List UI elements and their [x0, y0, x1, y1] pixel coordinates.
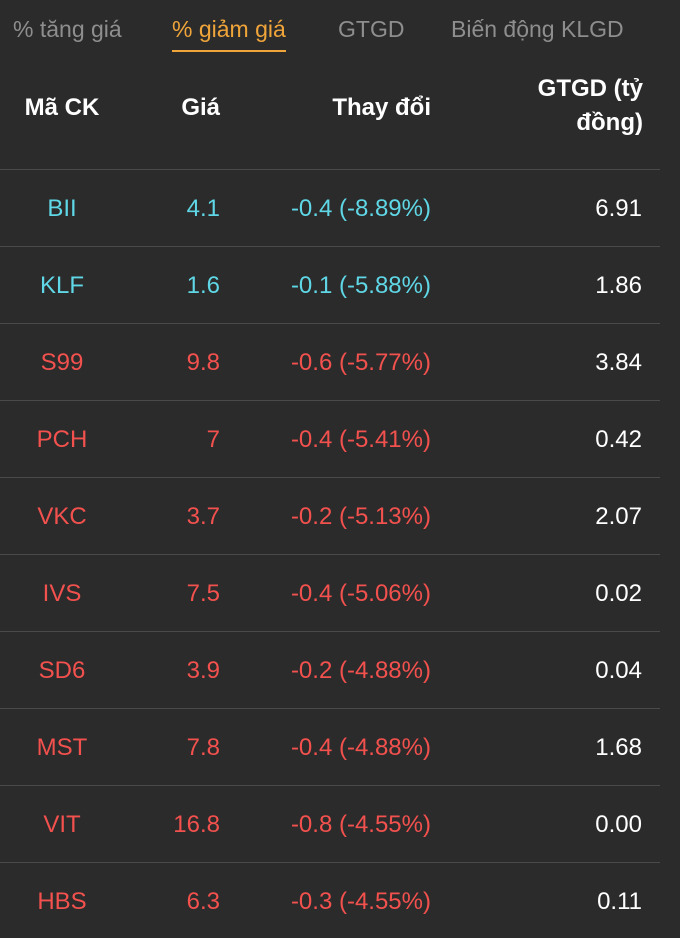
stock-change: -0.2 (-5.13%)	[290, 503, 431, 530]
tab-top-losers[interactable]: % giảm giá	[172, 0, 286, 56]
stock-change: -0.6 (-5.77%)	[290, 349, 431, 376]
stock-trading-value: 0.04	[595, 657, 642, 684]
stock-price: 16.8	[173, 811, 220, 838]
table-row[interactable]: BII 4.1 -0.4 (-8.89%) 6.91	[0, 170, 660, 247]
tab-bar: % tăng giá % giảm giá GTGD Biến động KLG…	[0, 0, 680, 56]
header-symbol: Mã CK	[24, 94, 100, 121]
stock-price: 3.9	[186, 657, 220, 684]
table-header: Mã CK Giá Thay đổi GTGD (tỷ đồng)	[0, 56, 660, 170]
stock-symbol: HBS	[37, 888, 87, 915]
header-price: Giá	[181, 94, 220, 121]
table-row[interactable]: VIT 16.8 -0.8 (-4.55%) 0.00	[0, 786, 660, 863]
stock-trading-value: 6.91	[595, 195, 642, 222]
stock-symbol: BII	[47, 195, 77, 222]
table-row[interactable]: MST 7.8 -0.4 (-4.88%) 1.68	[0, 709, 660, 786]
stock-trading-value: 1.68	[595, 734, 642, 761]
stock-trading-value: 2.07	[595, 503, 642, 530]
stock-price: 6.3	[186, 888, 220, 915]
tab-trading-value[interactable]: GTGD	[338, 0, 404, 56]
stock-trading-value: 1.86	[595, 272, 642, 299]
table-row[interactable]: HBS 6.3 -0.3 (-4.55%) 0.11	[0, 863, 660, 938]
stock-trading-value: 0.02	[595, 580, 642, 607]
tab-label: GTGD	[338, 16, 405, 42]
stock-symbol: KLF	[39, 272, 84, 299]
header-trading-value: GTGD (tỷ đồng)	[440, 72, 643, 140]
table-row[interactable]: PCH 7 -0.4 (-5.41%) 0.42	[0, 401, 660, 478]
stock-trading-value: 0.00	[595, 811, 642, 838]
table-row[interactable]: S99 9.8 -0.6 (-5.77%) 3.84	[0, 324, 660, 401]
stock-price: 3.7	[186, 503, 220, 530]
tab-label: % tăng giá	[13, 16, 122, 42]
stock-symbol: PCH	[36, 426, 88, 453]
stock-table-body: BII 4.1 -0.4 (-8.89%) 6.91 KLF 1.6 -0.1 (-5.88…	[0, 170, 660, 938]
header-change: Thay đổi	[332, 94, 431, 121]
stock-change: -0.4 (-5.41%)	[290, 426, 431, 453]
stock-price: 4.1	[186, 195, 220, 222]
stock-symbol: S99	[40, 349, 84, 376]
header-trading-value-line1: GTGD (tỷ	[537, 75, 643, 102]
stock-change: -0.4 (-4.88%)	[290, 734, 431, 761]
stock-trading-value: 3.84	[595, 349, 642, 376]
stock-price: 9.8	[186, 349, 220, 376]
active-tab-indicator	[172, 50, 286, 52]
stock-symbol: IVS	[42, 580, 82, 607]
tab-label: % giảm giá	[172, 16, 286, 42]
stock-price: 7.8	[186, 734, 220, 761]
stock-change: -0.3 (-4.55%)	[290, 888, 431, 915]
stock-symbol: MST	[36, 734, 88, 761]
stock-symbol: SD6	[38, 657, 86, 684]
stock-trading-value: 0.42	[595, 426, 642, 453]
table-row[interactable]: IVS 7.5 -0.4 (-5.06%) 0.02	[0, 555, 660, 632]
stock-trading-value: 0.11	[597, 888, 642, 915]
tab-label: Biến động KLGD	[451, 16, 624, 42]
stock-change: -0.4 (-8.89%)	[290, 195, 431, 222]
tab-volume-change[interactable]: Biến động KLGD	[451, 0, 624, 56]
tab-top-gainers[interactable]: % tăng giá	[13, 0, 122, 56]
stock-change: -0.1 (-5.88%)	[290, 272, 431, 299]
stock-price: 7	[206, 426, 220, 453]
stock-change: -0.2 (-4.88%)	[290, 657, 431, 684]
stock-change: -0.8 (-4.55%)	[290, 811, 431, 838]
header-trading-value-line2: đồng)	[576, 109, 643, 136]
stock-price: 7.5	[186, 580, 220, 607]
stock-change: -0.4 (-5.06%)	[290, 580, 431, 607]
table-row[interactable]: VKC 3.7 -0.2 (-5.13%) 2.07	[0, 478, 660, 555]
stock-price: 1.6	[186, 272, 220, 299]
table-row[interactable]: SD6 3.9 -0.2 (-4.88%) 0.04	[0, 632, 660, 709]
stock-symbol: VIT	[43, 811, 81, 838]
table-row[interactable]: KLF 1.6 -0.1 (-5.88%) 1.86	[0, 247, 660, 324]
stock-symbol: VKC	[37, 503, 87, 530]
